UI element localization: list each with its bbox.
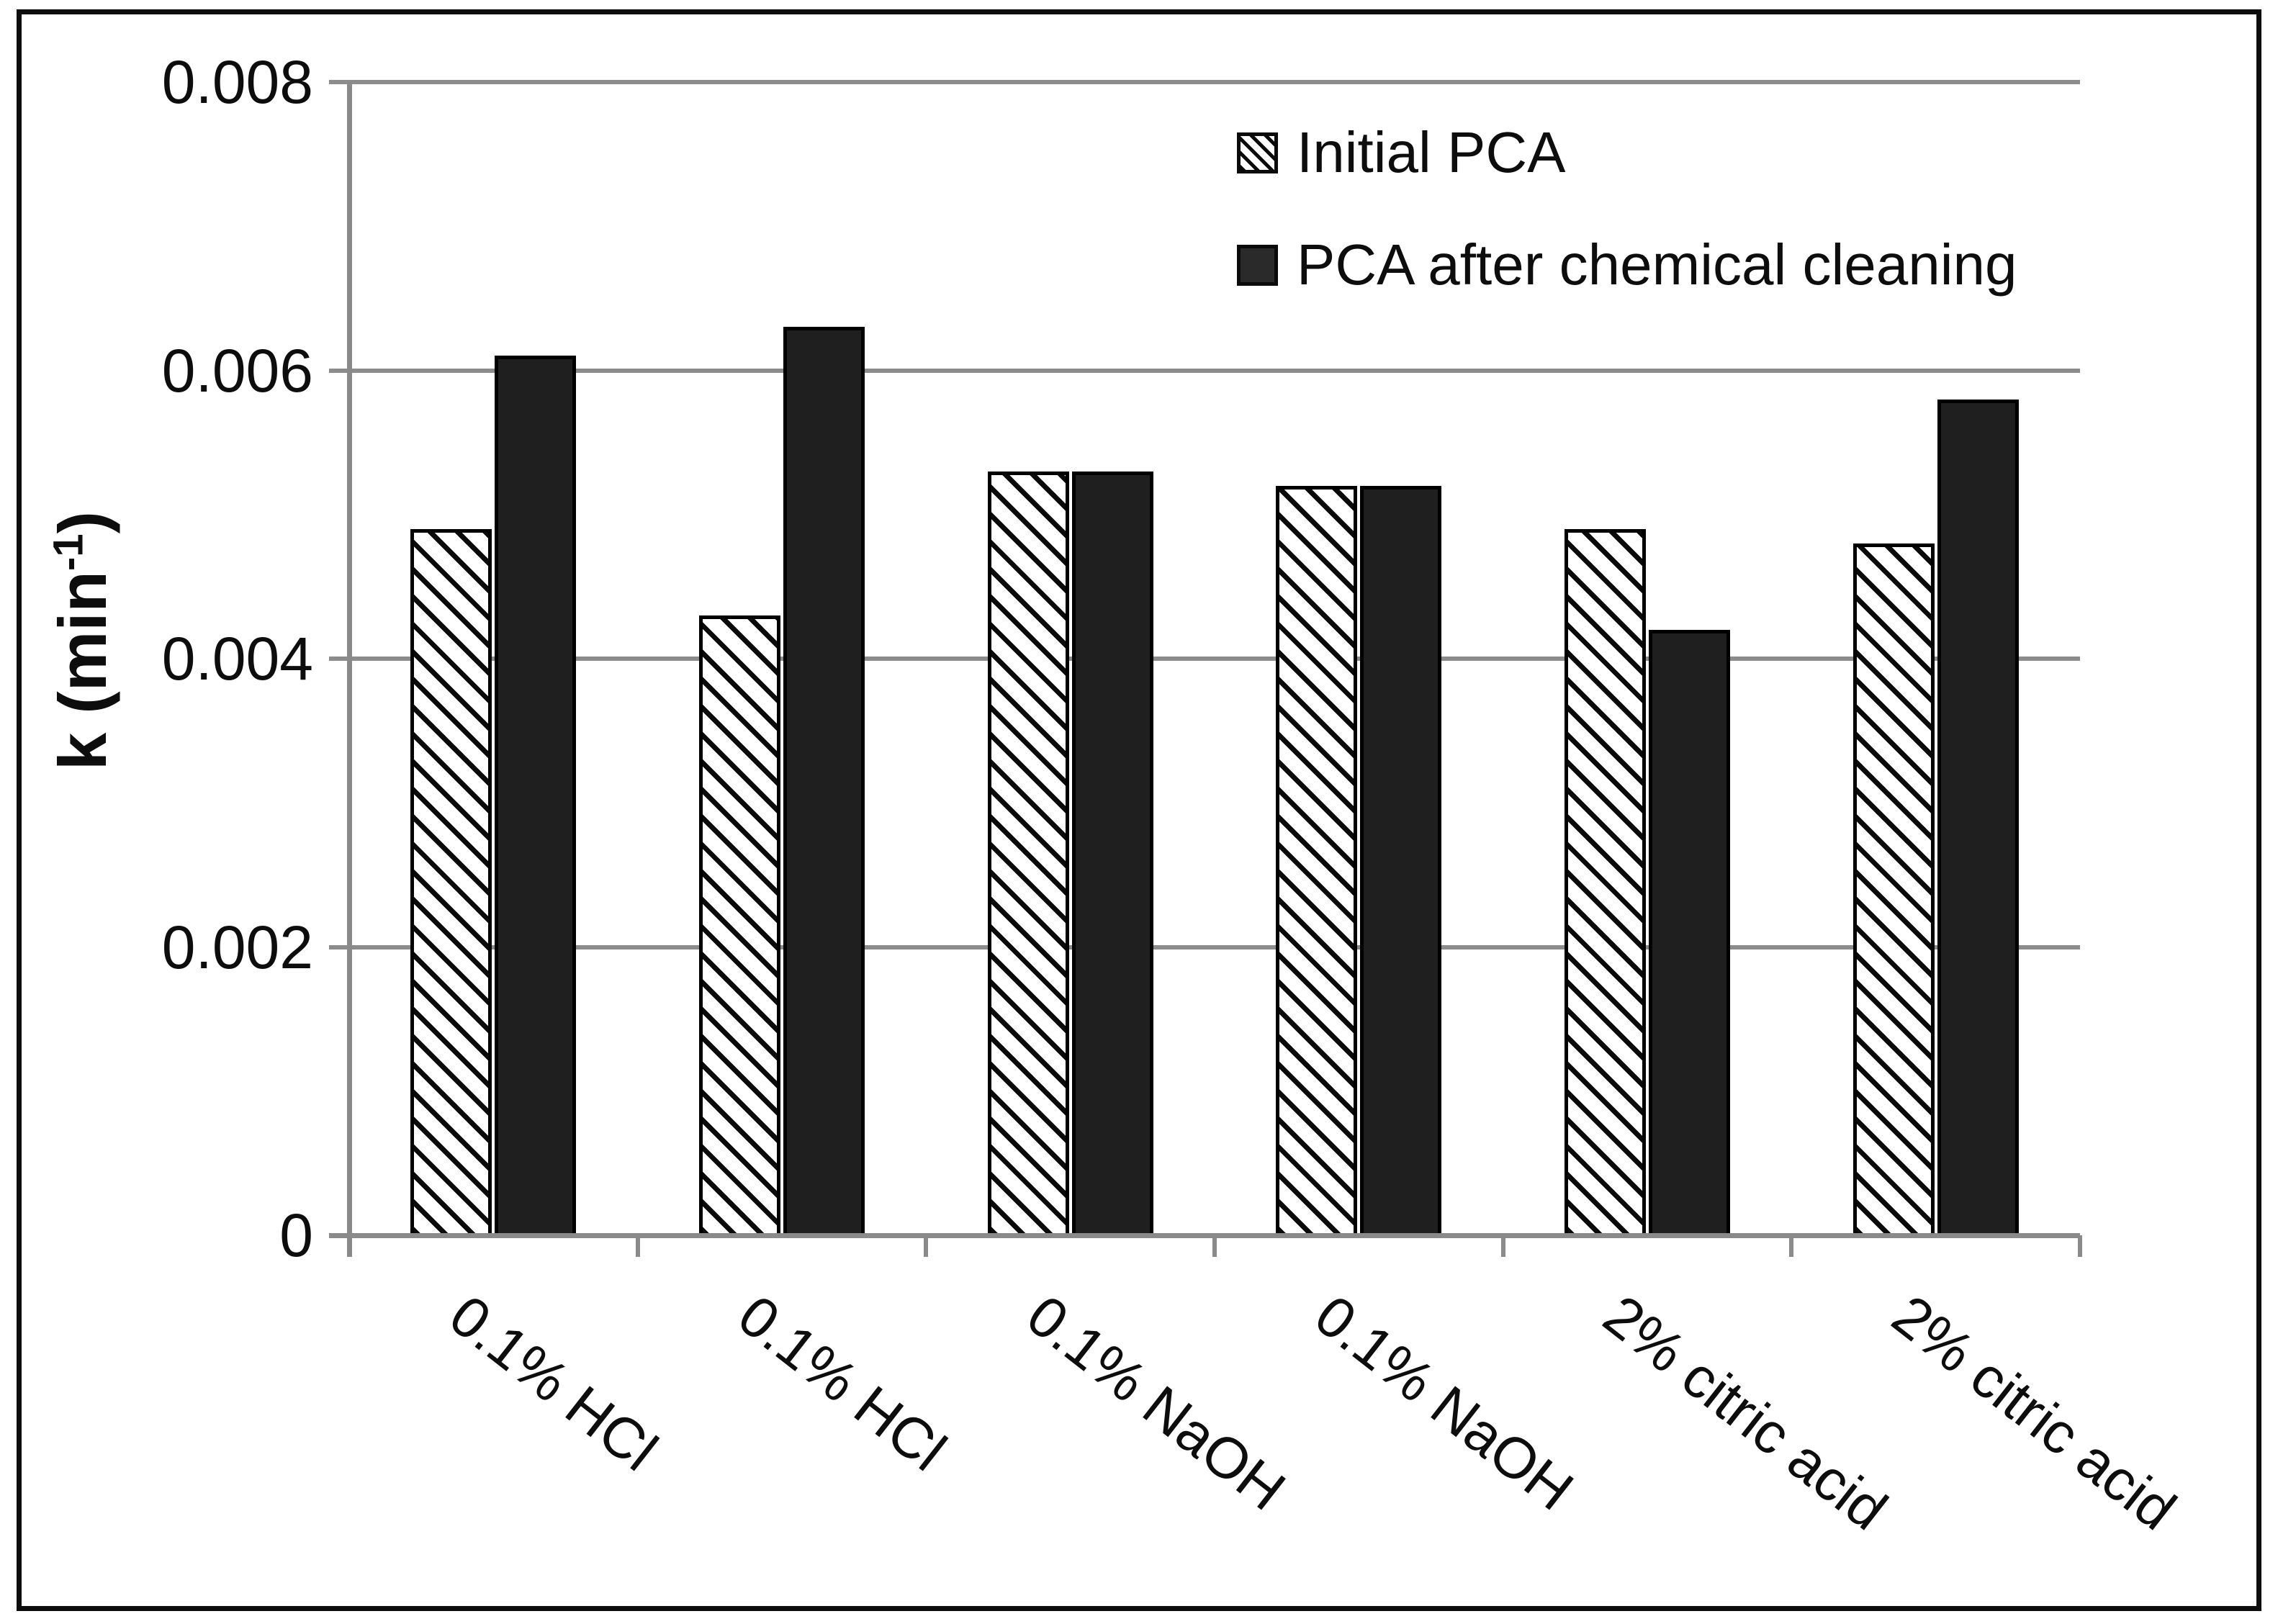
x-axis-line <box>329 1233 2080 1238</box>
x-axis-tick-3 <box>1212 1235 1217 1257</box>
y-tick-label-0: 0 <box>279 1201 313 1269</box>
bar-initial-pca-0-1-hcl <box>699 615 780 1237</box>
y-axis-title-text: k (min <box>45 571 120 770</box>
legend-label-pca-after-cleaning: PCA after chemical cleaning <box>1297 233 2017 297</box>
bar-pca-after-cleaning-0-1-naoh <box>1072 472 1153 1237</box>
y-tick-label-0.008: 0.008 <box>161 48 313 116</box>
legend-swatch-solid-icon <box>1237 244 1278 286</box>
bar-initial-pca-2-citric-acid <box>1853 543 1935 1237</box>
y-tick-label-0.002: 0.002 <box>161 914 313 981</box>
bar-initial-pca-0-1-naoh <box>988 472 1069 1237</box>
bar-pca-after-cleaning-0-1-hcl <box>495 356 576 1237</box>
legend: Initial PCA PCA after chemical cleaning <box>1237 124 2017 294</box>
gridline-y-0.008 <box>329 80 2080 84</box>
y-axis-line <box>347 82 352 1257</box>
x-axis-tick-6 <box>2078 1235 2082 1257</box>
bar-pca-after-cleaning-0-1-hcl <box>783 327 865 1237</box>
bar-pca-after-cleaning-0-1-naoh <box>1360 486 1441 1237</box>
bar-initial-pca-0-1-hcl <box>410 529 492 1237</box>
y-axis-title-close: ) <box>45 511 120 534</box>
y-tick-label-0.006: 0.006 <box>161 337 313 405</box>
y-tick-label-0.004: 0.004 <box>161 625 313 693</box>
figure-border <box>17 9 2261 1611</box>
gridline-y-0.004 <box>329 657 2080 661</box>
bar-pca-after-cleaning-2-citric-acid <box>1937 400 2019 1237</box>
legend-item-initial-pca: Initial PCA <box>1237 124 2017 181</box>
x-axis-tick-4 <box>1501 1235 1505 1257</box>
legend-swatch-hatched-icon <box>1237 132 1278 173</box>
gridline-y-0.006 <box>329 369 2080 373</box>
bar-initial-pca-0-1-naoh <box>1276 486 1357 1237</box>
x-axis-tick-2 <box>924 1235 928 1257</box>
y-axis-title: k (min-1) <box>44 511 122 770</box>
x-axis-tick-1 <box>636 1235 640 1257</box>
legend-item-pca-after-cleaning: PCA after chemical cleaning <box>1237 236 2017 294</box>
x-axis-tick-5 <box>1789 1235 1793 1257</box>
bar-pca-after-cleaning-2-citric-acid <box>1649 630 1730 1237</box>
bar-initial-pca-2-citric-acid <box>1565 529 1646 1237</box>
y-axis-title-superscript: -1 <box>45 533 92 572</box>
gridline-y-0.002 <box>329 945 2080 949</box>
legend-label-initial-pca: Initial PCA <box>1297 120 1566 184</box>
